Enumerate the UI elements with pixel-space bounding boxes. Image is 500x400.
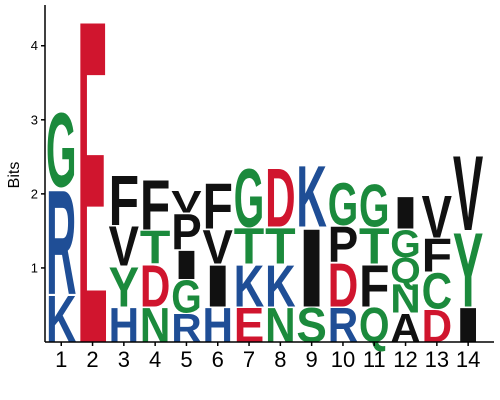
logo-letter-f: F [109, 161, 139, 241]
x-tick-label: 6 [212, 347, 224, 372]
logo-letter-i: I [296, 207, 326, 331]
logo-letter-t: T [359, 217, 390, 275]
logo-letter-g: G [46, 91, 76, 209]
y-tick-label: 3 [31, 112, 38, 127]
x-tick-label: 9 [306, 347, 318, 372]
y-ticks: 1 2 3 4 [31, 38, 45, 275]
x-tick-label: 3 [118, 347, 130, 372]
x-tick-label: 1 [55, 347, 67, 372]
logo-letter-q: Q [390, 250, 420, 290]
logo-letter-v: V [453, 135, 483, 253]
y-tick-label: 2 [31, 186, 38, 201]
logo-letter-f: F [359, 252, 390, 319]
logo-letter-p: P [171, 204, 201, 261]
x-tick-label: 5 [180, 347, 192, 372]
logo-glyphs: KRG E HYVFNDTFRGIPVHIVFEKTGNKTDSIKRDPGQFTG… [46, 0, 483, 400]
logo-letter-t: T [140, 222, 171, 275]
logo-letter-i: I [203, 252, 233, 319]
logo-letter-v: V [203, 219, 233, 274]
logo-letter-v: V [422, 183, 453, 251]
logo-letter-e: E [77, 0, 107, 400]
logo-letter-d: D [328, 252, 358, 321]
logo-letter-d: D [140, 252, 170, 319]
x-tick-label: 2 [86, 347, 98, 372]
y-tick-label: 4 [31, 38, 38, 53]
logo-letter-f: F [203, 172, 233, 244]
logo-letter-y: Y [453, 212, 484, 330]
x-tick-label: 10 [331, 347, 355, 372]
logo-letter-n: N [390, 275, 420, 321]
logo-letter-t: T [234, 217, 265, 275]
logo-letter-c: C [422, 262, 452, 320]
logo-letter-p: P [328, 217, 358, 274]
logo-letter-f: F [140, 166, 170, 246]
x-tick-label: 14 [456, 347, 480, 372]
logo-letter-v: V [109, 215, 139, 278]
logo-letter-g: G [171, 271, 201, 323]
x-tick-label: 8 [274, 347, 286, 372]
logo-letter-k: K [296, 148, 327, 246]
y-axis-label: Bits [6, 162, 23, 189]
logo-letter-i: I [390, 188, 420, 239]
logo-letter-g: G [328, 170, 358, 238]
logo-letter-k: K [234, 252, 264, 319]
x-ticks: 1 2 3 4 5 6 7 8 9 10 11 12 13 14 [55, 342, 480, 372]
logo-letter-g: G [359, 172, 389, 240]
y-tick-label: 1 [31, 260, 38, 275]
x-tick-label: 4 [149, 347, 161, 372]
x-tick-label: 13 [425, 347, 449, 372]
x-tick-label: 7 [243, 347, 255, 372]
logo-letter-g: G [234, 151, 264, 244]
logo-letter-t: T [265, 217, 296, 275]
logo-letter-y: Y [109, 255, 139, 319]
logo-letter-i: I [171, 242, 201, 288]
axes [44, 5, 494, 343]
x-tick-label: 12 [393, 347, 417, 372]
logo-letter-d: D [265, 151, 295, 244]
logo-letter-g: G [390, 223, 420, 266]
logo-letter-v: V [171, 184, 201, 220]
logo-letter-f: F [422, 230, 452, 283]
logo-letter-r: R [46, 161, 77, 327]
x-tick-label: 11 [363, 347, 386, 372]
logo-letter-k: K [265, 252, 295, 319]
